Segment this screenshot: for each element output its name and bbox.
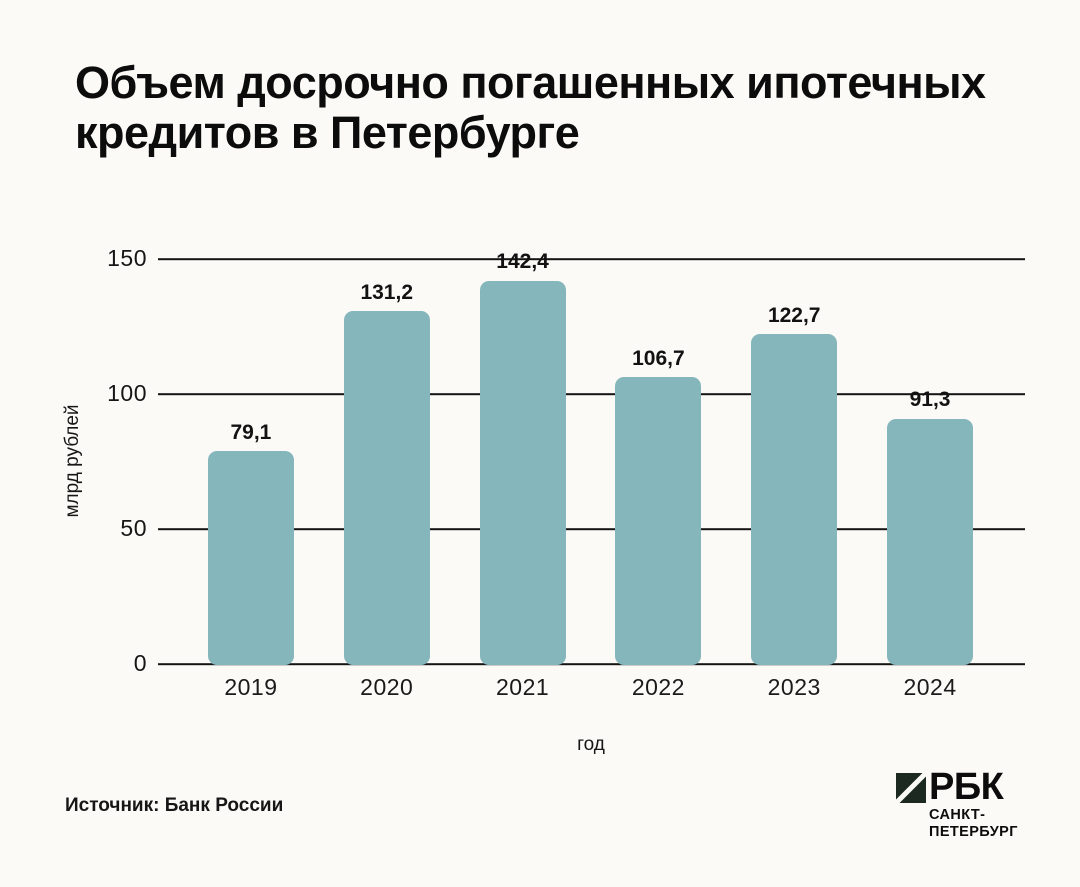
value-label-2022: 106,7: [632, 346, 685, 370]
x-tick-label-2023: 2023: [767, 674, 821, 700]
rbc-logo-brand: РБК: [929, 766, 1004, 808]
y-tick-label-100: 100: [107, 379, 147, 406]
bar-2019: [207, 451, 294, 665]
value-label-2024: 91,3: [909, 388, 951, 412]
y-tick-label-50: 50: [120, 514, 147, 541]
bars-field: 79,1 131,2 142,4 106,7 122,7 91,3: [183, 250, 998, 665]
rbc-logo-region: САНКТ- ПЕТЕРБУРГ: [929, 807, 1018, 841]
y-tick-label-150: 150: [107, 244, 147, 271]
bar-slot-2024: 91,3: [862, 259, 998, 665]
value-label-2021: 142,4: [496, 250, 549, 274]
bar-slot-2022: 106,7: [590, 259, 726, 665]
rbc-logo-region-line1: САНКТ-: [929, 807, 986, 823]
value-label-2019: 79,1: [230, 421, 272, 445]
x-tick-label-2019: 2019: [224, 674, 278, 700]
x-tick-label-2022: 2022: [631, 674, 685, 700]
bar-slot-2023: 122,7: [726, 259, 862, 665]
rbc-logo-region-line2: ПЕТЕРБУРГ: [929, 823, 1018, 840]
x-tick-label-2024: 2024: [903, 674, 957, 700]
chart-title: Объем досрочно погашенных ипотечных кред…: [75, 57, 986, 159]
bar-2022: [615, 376, 702, 665]
y-tick-label-0: 0: [133, 649, 147, 676]
gridline-50: [158, 528, 1025, 530]
logo-diagonal-slash: [896, 773, 926, 803]
bar-2024: [887, 418, 974, 665]
source-note: Источник: Банк России: [65, 795, 284, 816]
bar-2021: [479, 280, 566, 665]
bar-2023: [751, 333, 838, 665]
gridline-0: [158, 663, 1025, 665]
rbc-logo-mark-icon: [896, 773, 926, 803]
bar-slot-2020: 131,2: [319, 259, 455, 665]
bar-slot-2019: 79,1: [183, 259, 319, 665]
gridline-100: [158, 393, 1025, 395]
bar-2020: [343, 310, 430, 665]
gridline-150: [158, 258, 1025, 260]
plot-area: 79,1 131,2 142,4 106,7 122,7 91,3 2019 2020 202…: [107, 245, 1025, 700]
rbc-logo: РБК САНКТ- ПЕТЕРБУРГ: [896, 766, 1018, 841]
y-axis-title: млрд рублей: [62, 404, 83, 518]
value-label-2023: 122,7: [767, 303, 821, 327]
x-tick-label-2020: 2020: [360, 674, 414, 700]
x-labels-row: 2019 2020 2021 2022 2023 2024: [183, 674, 998, 701]
x-tick-label-2021: 2021: [495, 674, 550, 700]
bar-slot-2021: 142,4: [455, 250, 591, 665]
value-label-2020: 131,2: [360, 280, 414, 304]
rbc-logo-text: РБК САНКТ- ПЕТЕРБУРГ: [929, 766, 1018, 841]
x-axis-title: год: [577, 734, 605, 755]
